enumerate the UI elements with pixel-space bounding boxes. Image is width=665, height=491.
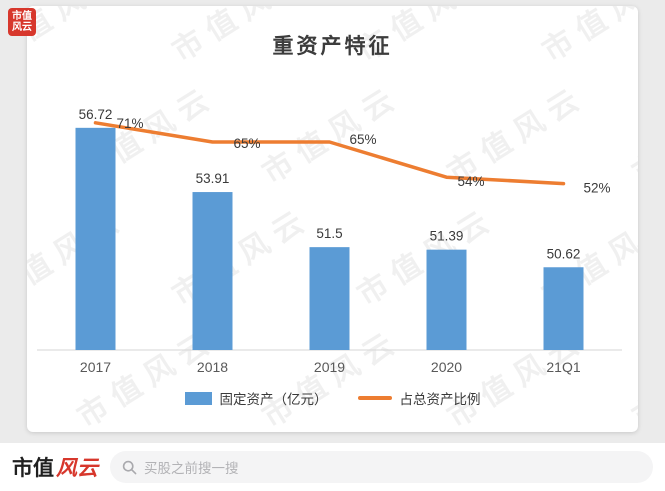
brand-logo-red: 风云	[56, 457, 98, 480]
legend-line-swatch	[357, 396, 392, 400]
line-value-label: 71%	[117, 116, 144, 131]
chart-legend: 固定资产（亿元） 占总资产比例	[27, 388, 638, 408]
trend-line	[93, 121, 566, 186]
legend-bar-label: 固定资产（亿元）	[219, 392, 328, 407]
bar	[192, 192, 233, 350]
bar	[426, 249, 467, 350]
x-axis-label: 2017	[80, 359, 111, 375]
bar	[543, 267, 584, 350]
line-value-label: 65%	[350, 132, 377, 147]
brand-logo-black: 市值	[12, 457, 54, 480]
combo-chart: 56.72 53.91 51.5 51.39 50.62 71% 65% 65% 54% 52% 2…	[37, 107, 622, 375]
x-axis-label: 2019	[314, 359, 345, 375]
legend-line-label: 占总资产比例	[399, 392, 481, 407]
bar-value-label: 56.72	[79, 107, 113, 122]
line-value-label: 52%	[584, 181, 611, 196]
bar-value-label: 51.5	[316, 226, 342, 241]
bar	[75, 127, 116, 350]
brand-stamp-line2: 风云	[12, 22, 32, 33]
legend-item-bar: 固定资产（亿元）	[184, 388, 328, 408]
legend-item-line: 占总资产比例	[357, 388, 481, 408]
x-axis-label: 21Q1	[546, 359, 580, 375]
line-value-label: 65%	[234, 136, 261, 151]
footer-bar: 市值 风云 买股之前搜一搜	[0, 443, 665, 491]
brand-stamp-line1: 市值	[12, 11, 32, 22]
chart-card: 市值风云 市值风云 市值风云 市值风云 市值风云 市值风云 市值风云 市值风云 市值风云 市值风云…	[27, 6, 638, 432]
search-icon	[122, 460, 137, 474]
x-axis-label: 2020	[431, 359, 462, 375]
brand-logo: 市值 风云	[12, 452, 98, 482]
chart-title: 重资产特征	[272, 35, 393, 58]
search-bar[interactable]: 买股之前搜一搜	[110, 451, 653, 483]
bar	[309, 247, 350, 350]
bar-value-label: 53.91	[196, 171, 230, 186]
brand-stamp-icon: 市值 风云	[8, 8, 36, 36]
search-placeholder: 买股之前搜一搜	[144, 461, 239, 476]
x-axis-label: 2018	[197, 359, 228, 375]
line-value-label: 54%	[458, 174, 485, 189]
bar-value-label: 50.62	[547, 246, 581, 261]
bar-value-label: 51.39	[430, 229, 464, 244]
legend-bar-swatch	[184, 391, 212, 405]
